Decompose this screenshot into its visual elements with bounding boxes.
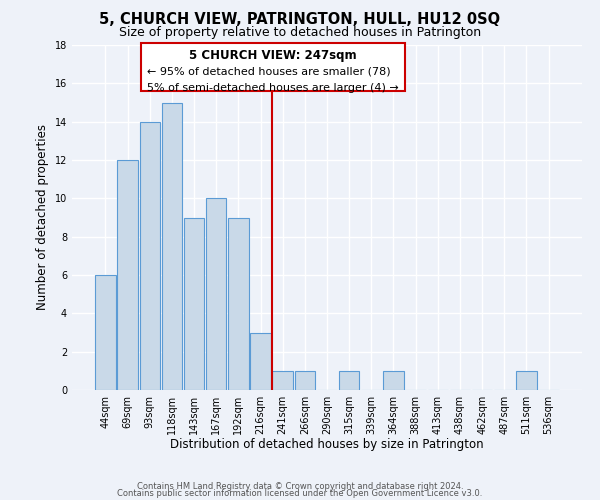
Bar — [272, 371, 293, 390]
Bar — [383, 371, 404, 390]
Bar — [228, 218, 248, 390]
Bar — [95, 275, 116, 390]
Text: Size of property relative to detached houses in Patrington: Size of property relative to detached ho… — [119, 26, 481, 39]
Bar — [206, 198, 226, 390]
Bar — [140, 122, 160, 390]
Bar — [339, 371, 359, 390]
Bar — [141, 43, 404, 91]
Bar — [295, 371, 315, 390]
Bar — [184, 218, 204, 390]
X-axis label: Distribution of detached houses by size in Patrington: Distribution of detached houses by size … — [170, 438, 484, 452]
Bar — [516, 371, 536, 390]
Text: ← 95% of detached houses are smaller (78): ← 95% of detached houses are smaller (78… — [148, 66, 391, 76]
Text: Contains public sector information licensed under the Open Government Licence v3: Contains public sector information licen… — [118, 489, 482, 498]
Y-axis label: Number of detached properties: Number of detached properties — [36, 124, 49, 310]
Bar — [250, 332, 271, 390]
Bar — [161, 102, 182, 390]
Bar — [118, 160, 138, 390]
Text: 5, CHURCH VIEW, PATRINGTON, HULL, HU12 0SQ: 5, CHURCH VIEW, PATRINGTON, HULL, HU12 0… — [100, 12, 500, 28]
Text: 5% of semi-detached houses are larger (4) →: 5% of semi-detached houses are larger (4… — [148, 84, 399, 94]
Text: 5 CHURCH VIEW: 247sqm: 5 CHURCH VIEW: 247sqm — [189, 49, 356, 62]
Text: Contains HM Land Registry data © Crown copyright and database right 2024.: Contains HM Land Registry data © Crown c… — [137, 482, 463, 491]
